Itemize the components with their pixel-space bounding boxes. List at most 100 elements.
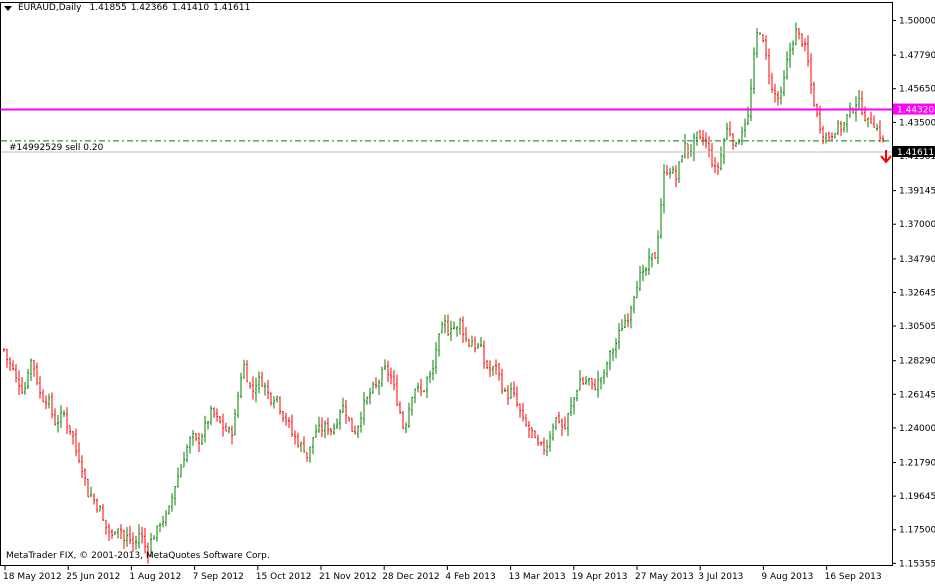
ohlc-bar (465, 327, 467, 343)
ohlc-bar (486, 359, 488, 370)
ohlc-bar (786, 51, 788, 80)
price-tick-label: 1.17500 (899, 526, 935, 536)
ohlc-bar (519, 403, 521, 418)
time-tick-label: 19 Apr 2013 (572, 572, 628, 582)
ohlc-bar (825, 132, 827, 144)
ohlc-bar (570, 396, 572, 416)
ohlc-bar (72, 431, 74, 445)
ohlc-bar (291, 414, 293, 437)
ohlc-bar (522, 402, 524, 422)
ohlc-bar (123, 529, 125, 549)
ohlc-bar (147, 542, 149, 564)
ohlc-bar (192, 430, 194, 446)
ohlc-bar (471, 335, 473, 347)
ohlc-bar (441, 321, 443, 334)
ohlc-bar (177, 467, 179, 488)
ohlc-bar (702, 129, 704, 146)
ohlc-bar (531, 427, 533, 439)
ohlc-bar (873, 115, 875, 129)
ohlc-bar (513, 381, 515, 398)
time-tick-label: 7 Sep 2012 (193, 572, 244, 582)
ohlc-bar (543, 437, 545, 455)
ohlc-bar (363, 391, 365, 426)
ohlc-bar (804, 38, 806, 52)
price-tick-label: 1.37000 (899, 220, 935, 230)
ohlc-bar (729, 121, 731, 137)
ohlc-bar (765, 35, 767, 60)
ohlc-bar (228, 426, 230, 434)
time-axis: 18 May 2012 25 Jun 2012 1 Aug 2012 7 Sep 20… (3, 566, 882, 582)
ohlc-bar (348, 416, 350, 422)
ohlc-bar (174, 486, 176, 506)
ohlc-bar (717, 162, 719, 175)
ohlc-bar (768, 48, 770, 85)
ohlc-bar (834, 132, 836, 139)
time-tick-label: 1 Aug 2012 (129, 572, 181, 582)
ohlc-bar (48, 393, 50, 409)
ohlc-bar (258, 371, 260, 394)
ohlc-bar (138, 524, 140, 549)
ohlc-bar (624, 314, 626, 328)
ohlc-bar (576, 389, 578, 402)
ohlc-bar (660, 198, 662, 239)
time-tick-label: 25 Jun 2012 (66, 572, 120, 582)
dropdown-triangle-icon[interactable] (4, 5, 12, 11)
ohlc-bar (33, 359, 35, 377)
ohlc-bar (75, 428, 77, 457)
ohlc-bar (183, 451, 185, 468)
ohlc-bar (714, 157, 716, 174)
ohlc-bar (684, 134, 686, 159)
ohlc-bar (813, 81, 815, 107)
ohlc-bar (675, 165, 677, 188)
ohlc-bar (525, 414, 527, 427)
ohlc-bar (309, 446, 311, 463)
ohlc-bar (42, 389, 44, 403)
ohlc-bar (801, 33, 803, 48)
ohlc-bar (564, 416, 566, 430)
ohlc-bar (672, 165, 674, 174)
ohlc-bar (204, 415, 206, 443)
ohlc-bar (648, 248, 650, 276)
ohlc-bar (534, 430, 536, 439)
ohlc-bar (351, 417, 353, 432)
ohlc-bar (843, 121, 845, 133)
ohlc-bar (828, 131, 830, 141)
ohlc-bar (600, 377, 602, 390)
ohlc-bar (234, 408, 236, 436)
time-tick-label: 4 Feb 2013 (445, 572, 495, 582)
time-tick-label: 13 Mar 2013 (509, 572, 566, 582)
price-bars (3, 22, 884, 564)
ohlc-bar (432, 359, 434, 381)
ohlc-bar (459, 317, 461, 335)
ohlc-bar (222, 413, 224, 437)
ohlc-bar (636, 281, 638, 299)
ohlc-bar (738, 138, 740, 145)
ohlc-bar (492, 365, 494, 377)
ohlc-bar (156, 525, 158, 542)
ohlc-bar (378, 379, 380, 395)
ohlc-bar (84, 468, 86, 486)
ohlc-bar (540, 441, 542, 446)
plot-frame (0, 2, 893, 566)
ohlc-bar (630, 305, 632, 329)
ohlc-bar (555, 416, 557, 430)
ohlc-bar (750, 78, 752, 122)
ohlc-bar (9, 357, 11, 371)
ohlc-bar (723, 138, 725, 165)
ohlc-close: 1.41611 (213, 3, 251, 13)
ohlc-bar (606, 361, 608, 378)
ohlc-bar (633, 295, 635, 314)
ohlc-bar (687, 143, 689, 159)
ohlc-bar (870, 111, 872, 124)
current-price-arrow-icon (880, 150, 892, 164)
ohlc-bar (726, 122, 728, 140)
ohlc-bar (774, 83, 776, 103)
ohlc-bar (396, 374, 398, 406)
ohlc-bar (93, 493, 95, 505)
ohlc-bar (330, 428, 332, 436)
ohlc-bar (699, 129, 701, 140)
ohlc-bar (90, 486, 92, 498)
ohlc-bar (417, 382, 419, 393)
